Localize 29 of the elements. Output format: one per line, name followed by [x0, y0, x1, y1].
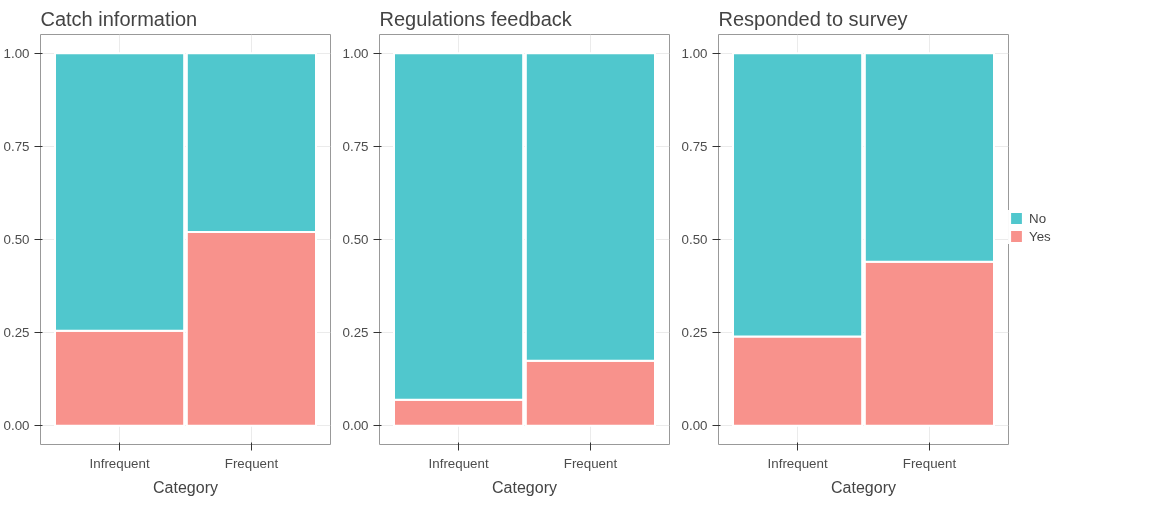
y-tick-label: 0.25 [342, 325, 369, 341]
x-tick-label: Infrequent [767, 455, 828, 471]
x-axis-title: Category [831, 478, 896, 496]
y-tick-label: 0.00 [3, 418, 30, 434]
legend-label: Yes [1029, 228, 1051, 244]
y-tick-label: 0.00 [342, 418, 369, 434]
x-axis-title: Category [153, 478, 218, 496]
y-tick-label: 0.25 [3, 325, 30, 341]
chart-title: Catch information [40, 7, 198, 30]
y-tick-label: 0.75 [342, 138, 369, 154]
x-tick-label: Frequent [224, 455, 279, 471]
y-tick-label: 0.75 [681, 138, 708, 154]
y-tick-label: 0.75 [3, 138, 30, 154]
y-tick-label: 0.50 [681, 232, 708, 247]
y-tick-label: 1.00 [681, 45, 708, 61]
y-tick-label: 1.00 [342, 45, 369, 61]
x-tick-label: Frequent [563, 455, 618, 471]
y-tick-label: 0.25 [681, 325, 708, 341]
y-tick-label: 0.50 [342, 232, 369, 247]
x-tick-label: Infrequent [428, 455, 489, 471]
y-tick-label: 0.00 [681, 418, 708, 434]
chart-title: Responded to survey [718, 7, 908, 30]
x-tick-label: Infrequent [89, 455, 150, 471]
x-axis-title: Category [492, 478, 557, 496]
chart-title: Regulations feedback [379, 7, 573, 30]
legend-label: No [1029, 210, 1048, 226]
y-tick-label: 0.50 [3, 232, 30, 247]
y-tick-label: 1.00 [3, 45, 30, 61]
x-tick-label: Frequent [902, 455, 957, 471]
